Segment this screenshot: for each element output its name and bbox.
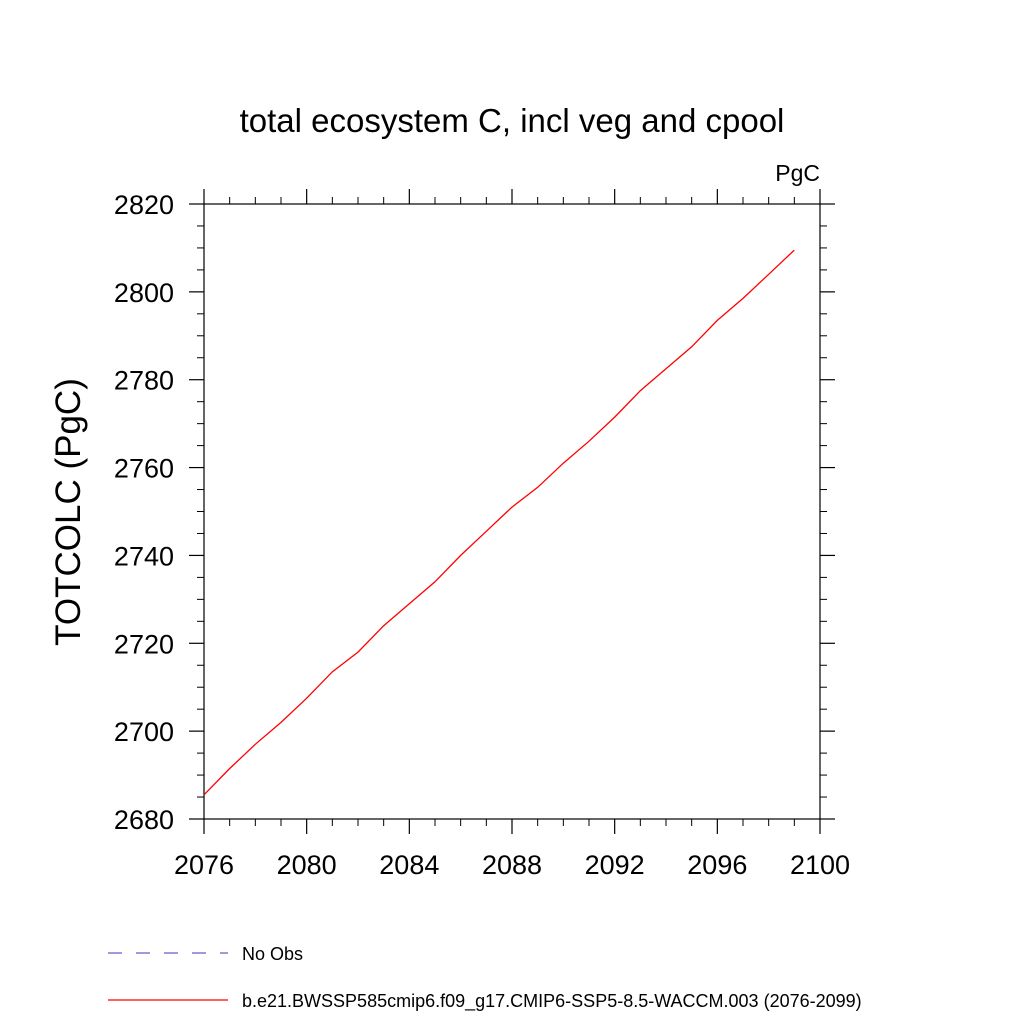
legend-label: b.e21.BWSSP585cmip6.f09_g17.CMIP6-SSP5-8… bbox=[242, 991, 862, 1012]
x-tick-label: 2084 bbox=[379, 850, 439, 880]
series-group bbox=[203, 249, 795, 796]
y-tick-label: 2760 bbox=[114, 454, 174, 484]
y-axis-label: TOTCOLC (PgC) bbox=[49, 378, 88, 646]
y-tick-label: 2680 bbox=[114, 805, 174, 835]
legend-label: No Obs bbox=[242, 944, 303, 964]
axis-ticks bbox=[189, 189, 835, 834]
x-tick-label: 2092 bbox=[585, 850, 645, 880]
y-tick-label: 2820 bbox=[114, 190, 174, 220]
x-tick-label: 2096 bbox=[687, 850, 747, 880]
y-tick-labels: 2680 2700 2720 2740 2760 2780 2800 2820 bbox=[114, 190, 174, 835]
chart-title: total ecosystem C, incl veg and cpool bbox=[240, 102, 785, 139]
y-tick-label: 2740 bbox=[114, 541, 174, 571]
y-tick-label: 2780 bbox=[114, 366, 174, 396]
units-label: PgC bbox=[775, 160, 820, 186]
y-tick-label: 2700 bbox=[114, 717, 174, 747]
x-tick-label: 2088 bbox=[482, 850, 542, 880]
y-tick-label: 2800 bbox=[114, 278, 174, 308]
x-tick-label: 2076 bbox=[174, 850, 234, 880]
x-tick-labels: 2076 2080 2084 2088 2092 2096 2100 bbox=[174, 850, 850, 880]
plot-frame bbox=[203, 203, 821, 820]
y-tick-label: 2720 bbox=[114, 629, 174, 659]
x-tick-label: 2080 bbox=[277, 850, 337, 880]
x-tick-label: 2100 bbox=[790, 850, 850, 880]
series-line bbox=[203, 249, 795, 796]
legend: No Obs b.e21.BWSSP585cmip6.f09_g17.CMIP6-… bbox=[108, 944, 862, 1012]
